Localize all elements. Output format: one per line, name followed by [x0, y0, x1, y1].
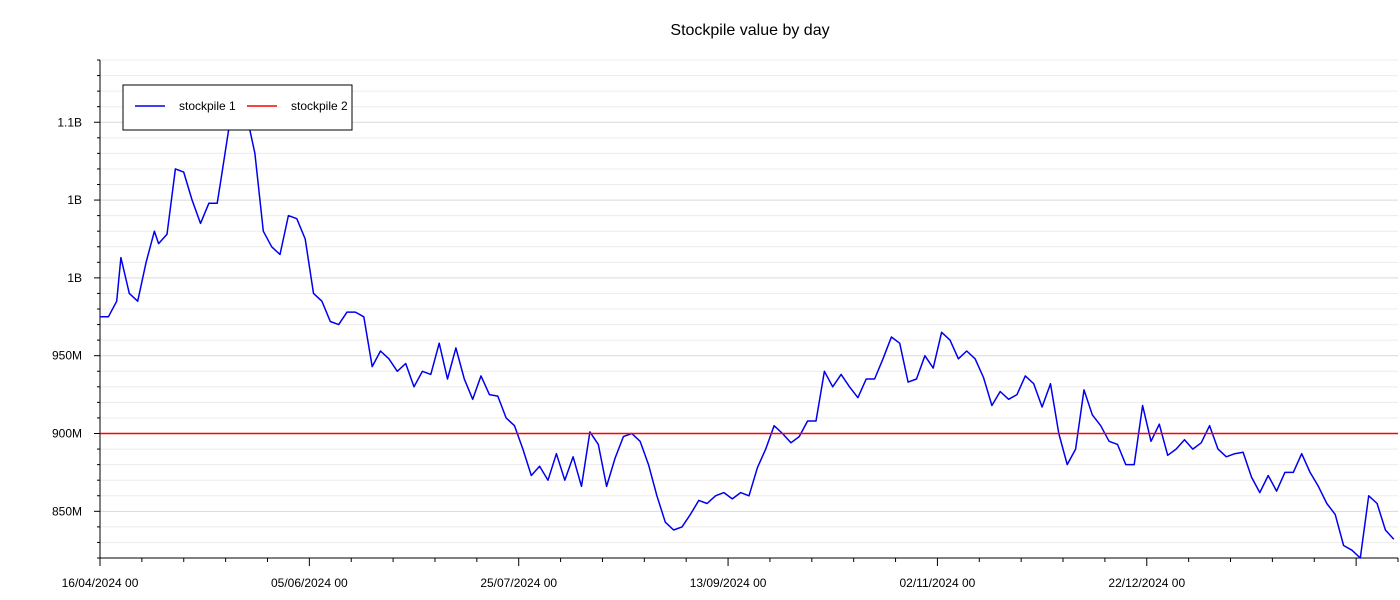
y-tick-label: 850M — [52, 504, 82, 518]
series-line-stockpile-1 — [100, 105, 1395, 559]
grid-lines — [100, 59, 1398, 559]
y-axis: 850M 900M 950M 1B 1B 1.1B — [52, 59, 101, 559]
x-tick-label: 25/07/2024 00 — [480, 576, 557, 590]
series-group — [100, 105, 1398, 559]
x-axis: 16/04/2024 00 05/06/2024 00 25/07/2024 00 1… — [62, 557, 1399, 590]
x-tick-label: 22/12/2024 00 — [1108, 576, 1185, 590]
legend-label: stockpile 1 — [179, 99, 236, 113]
x-tick-label: 02/11/2024 00 — [899, 576, 975, 590]
y-tick-label: 900M — [52, 427, 82, 441]
y-tick-label: 1.1B — [57, 115, 82, 129]
legend-label: stockpile 2 — [291, 99, 348, 113]
x-tick-label: 05/06/2024 00 — [271, 576, 348, 590]
x-tick-label: 13/09/2024 00 — [690, 576, 767, 590]
y-tick-label: 950M — [52, 349, 82, 363]
chart-title: Stockpile value by day — [670, 22, 829, 39]
y-tick-label: 1B — [67, 193, 82, 207]
y-tick-label: 1B — [67, 271, 82, 285]
legend-box — [122, 84, 353, 131]
x-tick-label: 16/04/2024 00 — [62, 576, 139, 590]
legend: stockpile 1 stockpile 2 — [122, 84, 353, 131]
